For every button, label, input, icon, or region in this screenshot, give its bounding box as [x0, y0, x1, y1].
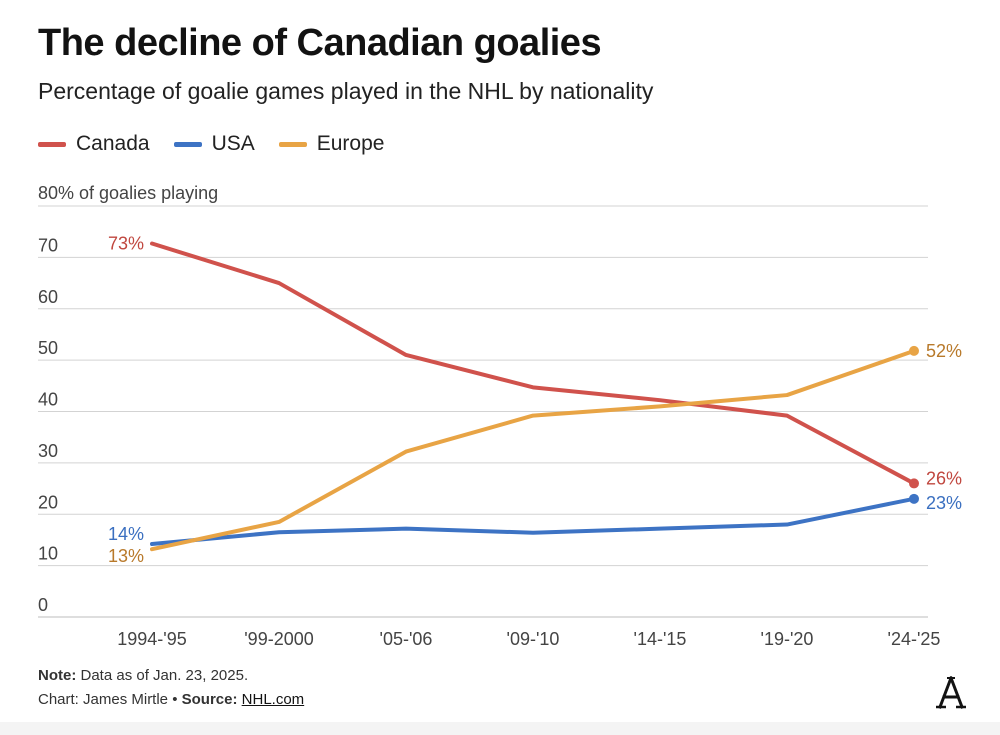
- source-link[interactable]: NHL.com: [241, 691, 305, 708]
- end-point-usa: [909, 493, 919, 504]
- athletic-logo-icon: [936, 676, 966, 709]
- legend: Canada USA Europe: [38, 132, 408, 156]
- end-label-canada: 26%: [926, 468, 962, 488]
- series-line-europe: [150, 348, 916, 552]
- note-label: Note:: [38, 667, 77, 684]
- y-tick-label-60: 60: [38, 287, 58, 307]
- y-tick-label-50: 50: [38, 338, 58, 358]
- footnote: Note: Data as of Jan. 23, 2025.: [38, 667, 248, 684]
- legend-swatch-canada: [38, 141, 66, 147]
- y-tick-label-20: 20: [38, 492, 58, 512]
- x-tick-label-5: '19-'20: [761, 629, 814, 649]
- y-tick-label-40: 40: [38, 390, 58, 410]
- legend-item-europe: Europe: [278, 132, 385, 156]
- y-axis-title: 80% of goalies playing: [38, 183, 218, 203]
- x-tick-label-3: '09-'10: [507, 629, 560, 649]
- x-tick-label-6: '24-'25: [888, 629, 941, 649]
- note-text: Data as of Jan. 23, 2025.: [76, 667, 249, 684]
- x-tick-label-0: 1994-'95: [117, 629, 187, 649]
- legend-label-canada: Canada: [76, 132, 150, 155]
- end-point-europe: [909, 345, 919, 356]
- y-tick-label-70: 70: [38, 235, 58, 255]
- series-line-canada: [150, 241, 916, 486]
- credit-line: Chart: James Mirtle • Source: NHL.com: [38, 691, 304, 708]
- y-tick-label-0: 0: [38, 595, 48, 615]
- legend-item-usa: USA: [173, 132, 255, 156]
- x-tick-label-1: '99-2000: [244, 629, 314, 649]
- chart-subtitle: Percentage of goalie games played in the…: [38, 78, 654, 104]
- legend-swatch-usa: [173, 141, 202, 147]
- y-tick-label-30: 30: [38, 441, 58, 461]
- bottom-band: [0, 722, 1000, 735]
- chart-credit: Chart: James Mirtle •: [38, 691, 182, 708]
- series-line-usa: [150, 496, 916, 547]
- end-label-europe: 52%: [926, 341, 962, 361]
- start-label-usa: 14%: [108, 524, 144, 544]
- legend-label-europe: Europe: [316, 132, 385, 155]
- source-label: Source:: [181, 691, 238, 708]
- end-point-canada: [909, 478, 919, 489]
- legend-swatch-europe: [278, 141, 307, 147]
- end-label-usa: 23%: [926, 493, 962, 513]
- start-label-europe: 13%: [108, 546, 144, 566]
- start-label-canada: 73%: [108, 234, 144, 254]
- chart-title: The decline of Canadian goalies: [38, 22, 602, 64]
- x-tick-label-2: '05-'06: [380, 629, 433, 649]
- legend-label-usa: USA: [211, 132, 255, 155]
- y-tick-label-10: 10: [38, 544, 58, 564]
- legend-item-canada: Canada: [38, 132, 150, 156]
- x-tick-label-4: '14-'15: [634, 629, 687, 649]
